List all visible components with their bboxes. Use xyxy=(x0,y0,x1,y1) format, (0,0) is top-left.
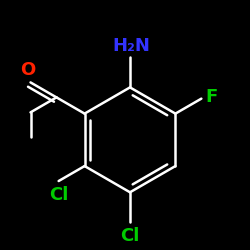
Text: Cl: Cl xyxy=(49,186,68,204)
Text: F: F xyxy=(205,88,217,106)
Text: H₂N: H₂N xyxy=(112,38,150,56)
Text: O: O xyxy=(20,61,36,79)
Text: Cl: Cl xyxy=(120,227,140,245)
